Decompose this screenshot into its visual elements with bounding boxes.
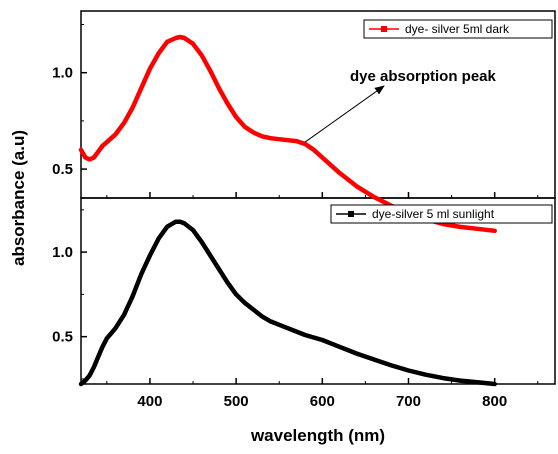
legend-bottom: dye-silver 5 ml sunlight	[330, 204, 553, 224]
x-tick-label-0: 400	[137, 393, 162, 410]
top-panel-frame	[80, 10, 556, 199]
legend-bottom-swatch-marker	[348, 211, 354, 217]
legend-top-swatch-marker	[381, 26, 387, 32]
legend-bottom-box	[330, 204, 553, 224]
x-tick-label-2: 600	[310, 393, 335, 410]
legend-top-box	[363, 19, 553, 39]
annotation-text: dye absorption peak	[350, 68, 497, 85]
legend-top: dye- silver 5ml dark	[363, 19, 553, 39]
annotation-arrow	[304, 85, 385, 143]
labels-layer: 0.5 1.0 0.5 1.0 400 500 600 700 800	[52, 65, 507, 410]
legend-bottom-label: dye-silver 5 ml sunlight	[372, 207, 495, 221]
x-tick-label-3: 700	[396, 393, 421, 410]
y-tick-label-panel1-1: 1.0	[52, 65, 73, 82]
legend-top-label: dye- silver 5ml dark	[405, 22, 510, 36]
ticks-layer	[81, 23, 539, 384]
y-axis-title: absorbance (a.u)	[9, 130, 28, 266]
series-line-panel1-0	[78, 34, 497, 234]
y-tick-label-panel1-0: 0.5	[52, 161, 73, 178]
series-layer	[78, 34, 497, 387]
y-tick-label-panel2-0: 0.5	[52, 329, 73, 346]
x-tick-label-4: 800	[482, 393, 507, 410]
x-axis-title: wavelength (nm)	[250, 426, 385, 445]
x-tick-label-1: 500	[224, 393, 249, 410]
series-line-panel2-0	[78, 219, 497, 387]
y-tick-label-panel2-1: 1.0	[52, 244, 73, 261]
bottom-panel-frame	[80, 197, 556, 385]
